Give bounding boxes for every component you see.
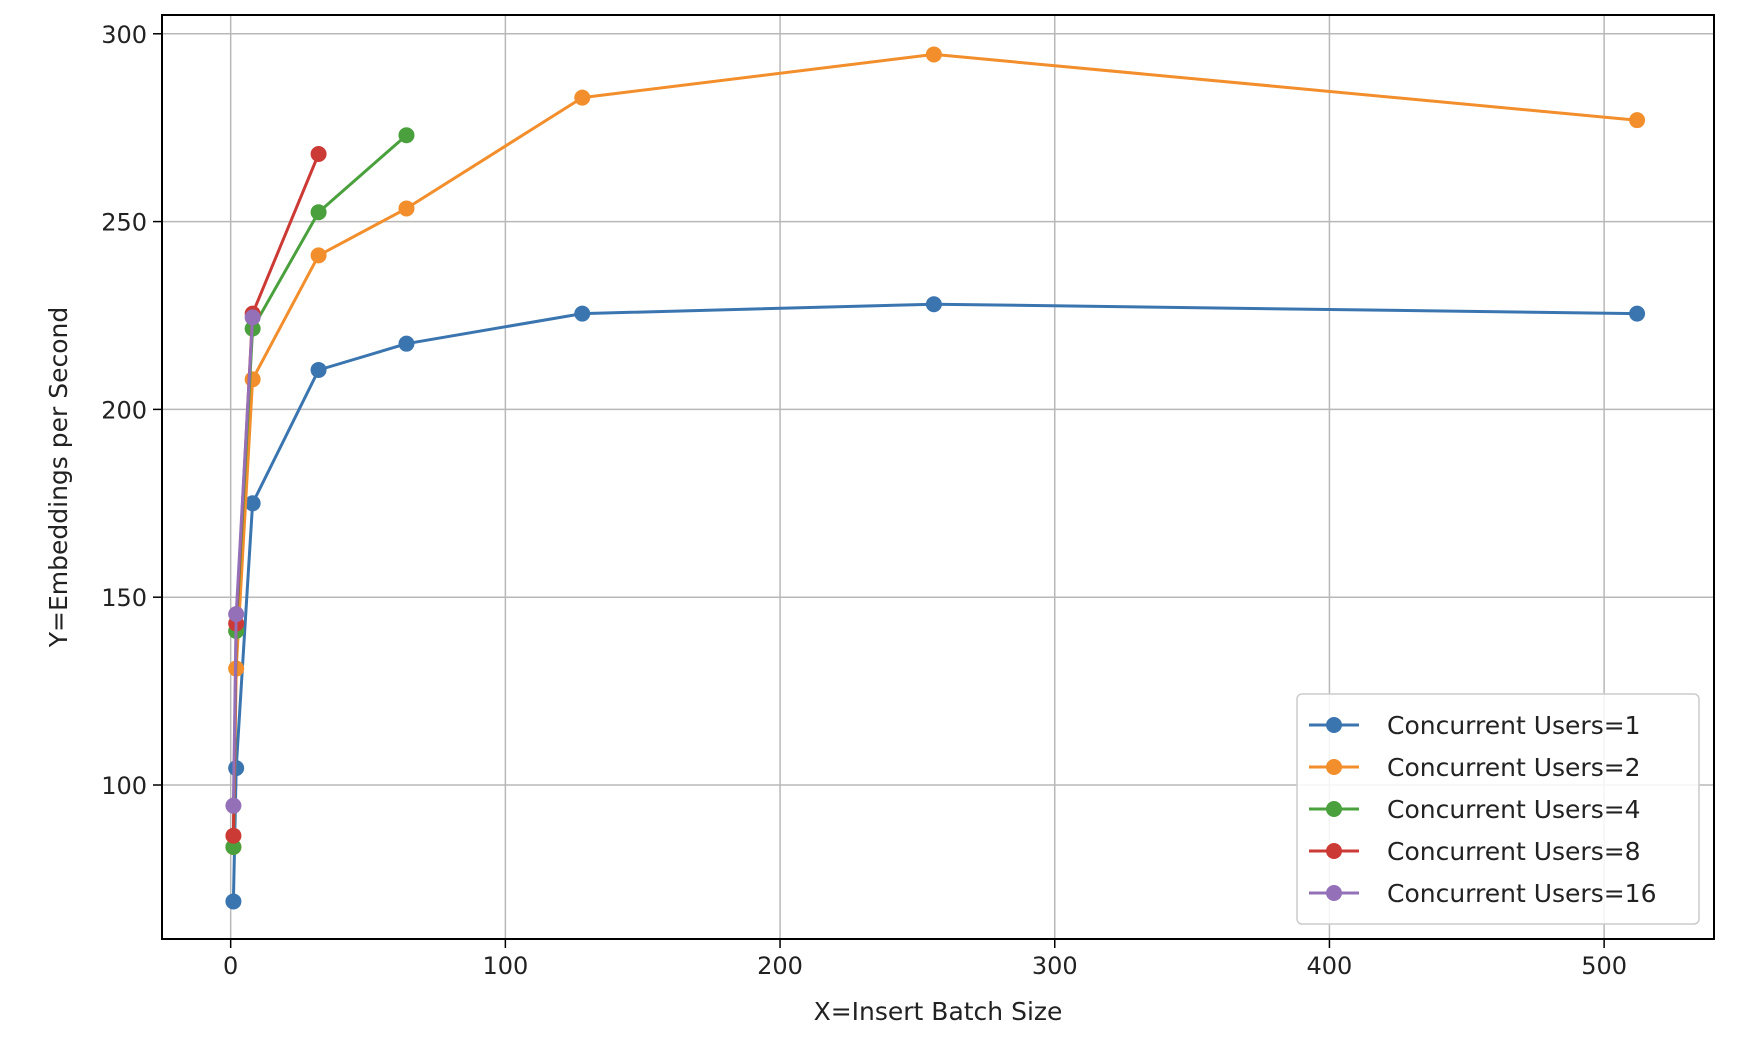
series-3 (225, 127, 415, 855)
series-4 (225, 145, 327, 844)
y-axis-label: Y=Embeddings per Second (44, 307, 73, 648)
series-line (231, 302, 1638, 902)
data-point (925, 296, 942, 313)
data-point (225, 893, 242, 910)
data-point (574, 305, 591, 322)
y-tick-label: 250 (101, 209, 147, 237)
x-tick-label: 500 (1581, 952, 1627, 980)
legend-marker (1326, 801, 1342, 817)
data-point (398, 335, 415, 352)
plot-area-frame (161, 14, 1715, 940)
legend-label: Concurrent Users=2 (1387, 753, 1641, 782)
series-1 (225, 296, 1646, 910)
legend-item: Concurrent Users=4 (1309, 795, 1641, 824)
x-axis-label: X=Insert Batch Size (814, 997, 1063, 1026)
data-point (244, 495, 261, 512)
data-point (225, 838, 242, 855)
legend-item: Concurrent Users=2 (1309, 753, 1641, 782)
data-point (1629, 305, 1646, 322)
series-5 (225, 309, 261, 814)
y-tick-label: 150 (101, 584, 147, 612)
data-point (925, 46, 942, 63)
data-point (310, 361, 327, 378)
legend-marker (1326, 885, 1342, 901)
y-tick-label: 100 (101, 772, 147, 800)
x-tick-label: 200 (757, 952, 803, 980)
legend: Concurrent Users=1 Concurrent Users=2 Conc… (1296, 693, 1700, 925)
data-point (225, 827, 242, 844)
legend-item: Concurrent Users=8 (1309, 837, 1641, 866)
y-axis-ticks: 100 150 200 250 300 (101, 21, 162, 800)
data-point (398, 127, 415, 144)
data-point (310, 145, 327, 162)
data-point (244, 371, 261, 388)
legend-marker (1326, 759, 1342, 775)
legend-label: Concurrent Users=16 (1387, 879, 1657, 908)
data-point (228, 606, 245, 623)
data-point (244, 309, 261, 326)
data-point (310, 204, 327, 221)
data-point (574, 89, 591, 106)
legend-box (1296, 693, 1700, 925)
legend-label: Concurrent Users=1 (1387, 711, 1641, 740)
x-axis-ticks: 0 100 200 300 400 500 (223, 939, 1627, 980)
data-point (398, 200, 415, 217)
legend-label: Concurrent Users=8 (1387, 837, 1641, 866)
series-lines (225, 46, 1646, 910)
x-tick-label: 100 (482, 952, 528, 980)
x-tick-label: 0 (223, 952, 238, 980)
legend-marker (1326, 717, 1342, 733)
data-point (225, 797, 242, 814)
y-tick-label: 300 (101, 21, 147, 49)
data-point (228, 760, 245, 777)
y-tick-label: 200 (101, 396, 147, 424)
x-tick-label: 400 (1307, 952, 1353, 980)
legend-marker (1326, 843, 1342, 859)
data-point (310, 247, 327, 264)
gridlines (162, 15, 1714, 939)
legend-label: Concurrent Users=4 (1387, 795, 1641, 824)
data-point (1629, 112, 1646, 129)
legend-item: Concurrent Users=1 (1309, 711, 1641, 740)
legend-item: Concurrent Users=16 (1309, 879, 1657, 908)
x-tick-label: 300 (1032, 952, 1078, 980)
